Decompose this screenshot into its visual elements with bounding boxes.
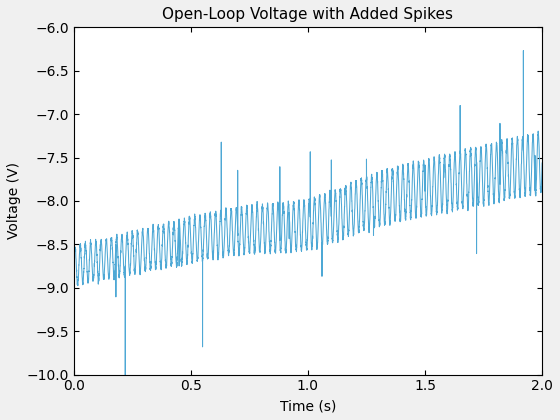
- X-axis label: Time (s): Time (s): [280, 399, 336, 413]
- Y-axis label: Voltage (V): Voltage (V): [7, 163, 21, 239]
- Title: Open-Loop Voltage with Added Spikes: Open-Loop Voltage with Added Spikes: [162, 7, 454, 22]
